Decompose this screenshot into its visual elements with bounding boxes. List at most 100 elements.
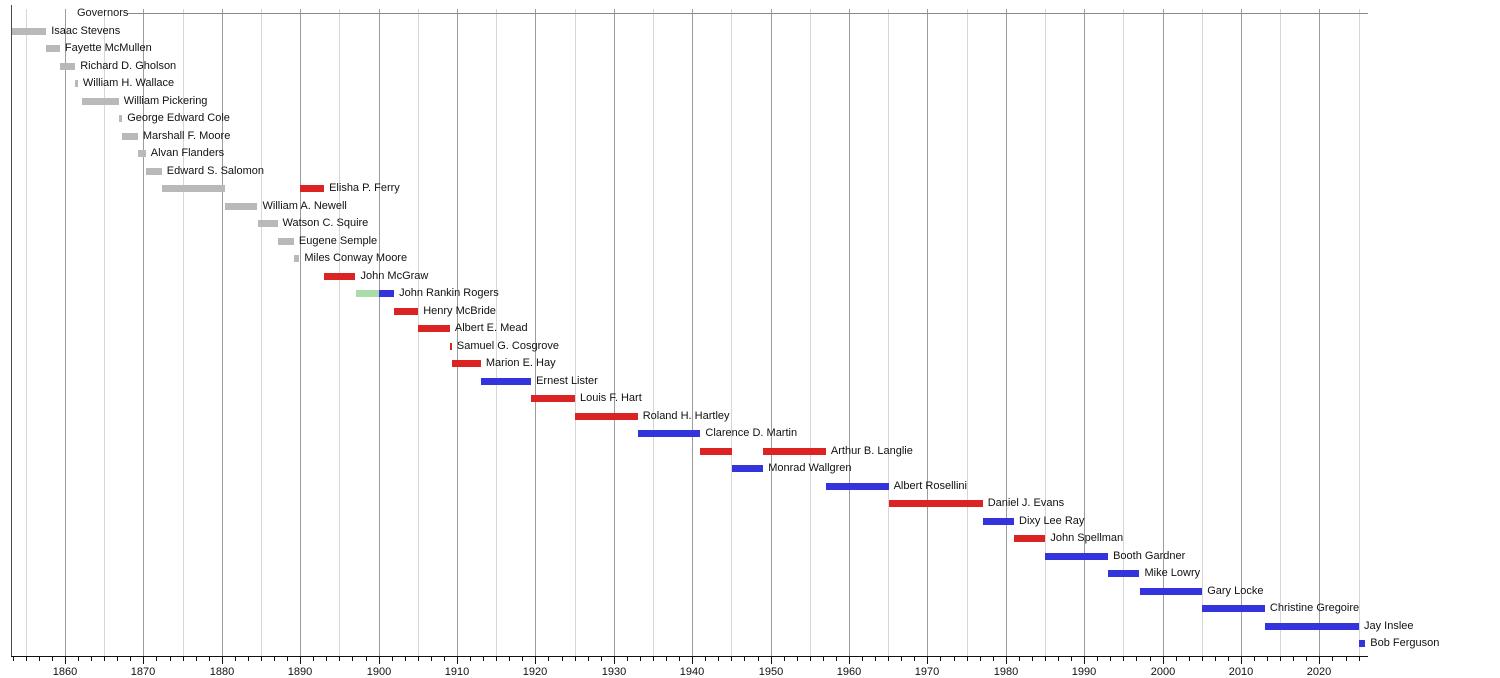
gridline-1870: [143, 9, 144, 656]
gridline-1975: [967, 9, 968, 656]
governor-name-label[interactable]: Fayette McMullen: [64, 42, 152, 54]
governor-name-label[interactable]: Richard D. Gholson: [80, 59, 177, 72]
term-bar: [531, 395, 575, 402]
governor-name-label[interactable]: Edward S. Salomon: [166, 164, 265, 177]
governor-name-label[interactable]: Bob Ferguson: [1370, 637, 1440, 649]
major-tick: [65, 657, 66, 664]
term-bar: [161, 185, 226, 192]
minor-tick: [914, 657, 915, 661]
x-axis-year-label: 1960: [836, 666, 862, 678]
governor-name-label[interactable]: Ernest Lister: [536, 374, 598, 387]
minor-tick: [196, 657, 197, 661]
governor-name-label[interactable]: Albert E. Mead: [454, 322, 528, 334]
governor-name-label[interactable]: Christine Gregoire: [1269, 602, 1360, 614]
governor-name-label[interactable]: Mike Lowry: [1144, 567, 1201, 579]
major-tick: [222, 657, 223, 664]
governor-name-label[interactable]: Daniel J. Evans: [987, 497, 1065, 509]
gridline-1945: [731, 9, 732, 656]
governor-name-label[interactable]: Albert Rosellini: [893, 479, 967, 492]
governor-name-label[interactable]: Arthur B. Langlie: [830, 444, 913, 457]
minor-tick: [1293, 657, 1294, 661]
minor-tick: [744, 657, 745, 661]
term-bar: [225, 202, 258, 210]
governor-name-label[interactable]: Henry McBride: [423, 304, 496, 317]
minor-tick: [209, 657, 210, 661]
governor-name-label[interactable]: Alvan Flanders: [150, 147, 225, 159]
minor-tick: [1215, 657, 1216, 661]
term-bar: [1014, 535, 1046, 542]
minor-tick: [1045, 657, 1046, 661]
term-bar: [575, 412, 638, 420]
governor-name-label[interactable]: William A. Newell: [262, 199, 347, 212]
x-axis-year-label: 1940: [679, 666, 705, 678]
governor-name-label[interactable]: Roland H. Hartley: [642, 409, 730, 422]
governor-name-label[interactable]: John Rankin Rogers: [399, 287, 499, 299]
major-tick: [1006, 657, 1007, 664]
governor-name-label[interactable]: Louis F. Hart: [580, 392, 642, 404]
governor-name-label[interactable]: Samuel G. Cosgrove: [456, 339, 559, 352]
governor-name-label[interactable]: John Spellman: [1050, 532, 1124, 544]
minor-tick: [418, 657, 419, 661]
term-bar: [1202, 605, 1265, 612]
governor-name-label[interactable]: Booth Gardner: [1113, 549, 1186, 562]
term-bar: [277, 237, 294, 245]
term-bar: [324, 272, 356, 280]
term-bar: [378, 290, 395, 297]
gridline-1930: [614, 9, 615, 656]
gridline-2000: [1163, 9, 1164, 656]
x-axis-line: [11, 656, 1368, 657]
term-bar: [75, 80, 78, 87]
governor-name-label[interactable]: Monrad Wallgren: [768, 462, 852, 474]
x-axis-year-label: 1970: [914, 666, 940, 678]
governor-name-label[interactable]: William H. Wallace: [82, 77, 175, 89]
governor-name-label[interactable]: William Pickering: [123, 94, 208, 107]
governor-name-label[interactable]: Clarence D. Martin: [705, 427, 798, 439]
minor-tick: [522, 657, 523, 661]
governor-name-label[interactable]: Jay Inslee: [1364, 619, 1414, 632]
term-bar: [449, 342, 452, 350]
term-bar: [1108, 570, 1140, 577]
minor-tick: [1306, 657, 1307, 661]
minor-tick: [640, 657, 641, 661]
gridline-1925: [575, 9, 576, 656]
minor-tick: [1176, 657, 1177, 661]
term-bar: [137, 150, 146, 157]
minor-tick: [26, 657, 27, 661]
minor-tick: [666, 657, 667, 661]
term-bar: [480, 377, 532, 385]
minor-tick: [130, 657, 131, 661]
x-axis-year-label: 1930: [601, 666, 627, 678]
term-bar: [637, 430, 701, 437]
minor-tick: [248, 657, 249, 661]
x-axis-year-label: 1990: [1071, 666, 1097, 678]
governor-name-label[interactable]: Dixy Lee Ray: [1019, 514, 1085, 527]
minor-tick: [13, 657, 14, 661]
minor-tick: [1123, 657, 1124, 661]
term-bar: [1264, 622, 1359, 630]
minor-tick: [562, 657, 563, 661]
major-tick: [1319, 657, 1320, 664]
governor-name-label[interactable]: George Edward Cole: [127, 112, 230, 124]
minor-tick: [78, 657, 79, 661]
governor-name-label[interactable]: Marshall F. Moore: [142, 129, 231, 142]
minor-tick: [901, 657, 902, 661]
gridline-1990: [1084, 9, 1085, 656]
governor-name-label[interactable]: Eugene Semple: [298, 234, 378, 247]
minor-tick: [731, 657, 732, 661]
term-bar: [46, 45, 60, 52]
governor-name-label[interactable]: Isaac Stevens: [51, 24, 121, 37]
term-bar: [257, 220, 278, 227]
governor-name-label[interactable]: Miles Conway Moore: [304, 252, 408, 264]
minor-tick: [1110, 657, 1111, 661]
minor-tick: [483, 657, 484, 661]
minor-tick: [431, 657, 432, 661]
governor-name-label[interactable]: Marion E. Hay: [485, 357, 556, 369]
governor-name-label[interactable]: Elisha P. Ferry: [329, 182, 400, 194]
minor-tick: [1019, 657, 1020, 661]
term-bar: [118, 115, 123, 122]
governor-name-label[interactable]: Gary Locke: [1207, 584, 1264, 597]
minor-tick: [627, 657, 628, 661]
minor-tick: [339, 657, 340, 661]
governor-name-label[interactable]: Watson C. Squire: [282, 217, 369, 229]
governor-name-label[interactable]: John McGraw: [360, 269, 429, 282]
